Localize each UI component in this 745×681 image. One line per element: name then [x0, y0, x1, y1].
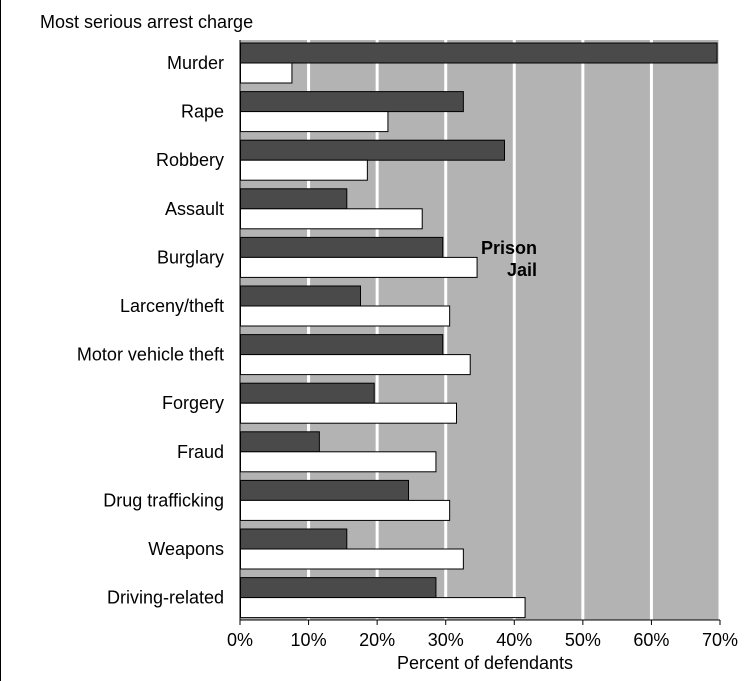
bar-prison-3 — [240, 188, 348, 210]
x-tick-label: 0% — [227, 630, 253, 650]
plot-area — [240, 40, 720, 620]
x-tick-label: 60% — [633, 630, 669, 650]
x-tick-label: 20% — [359, 630, 395, 650]
category-label: Rape — [181, 102, 224, 122]
bar-jail-1 — [240, 111, 389, 133]
bar-jail-2 — [240, 159, 368, 181]
category-label: Murder — [167, 53, 224, 73]
category-label: Weapons — [148, 539, 224, 559]
bar-prison-8 — [240, 431, 320, 453]
bar-prison-5 — [240, 285, 361, 307]
category-label: Driving-related — [107, 588, 224, 608]
bar-jail-10 — [240, 548, 464, 570]
bar-jail-3 — [240, 208, 423, 230]
category-label: Motor vehicle theft — [77, 345, 224, 365]
bar-prison-9 — [240, 479, 409, 501]
bar-jail-11 — [240, 597, 526, 619]
category-label: Robbery — [156, 150, 224, 170]
category-label: Burglary — [157, 247, 224, 267]
x-tick-label: 40% — [496, 630, 532, 650]
category-label: Assault — [165, 199, 224, 219]
bar-jail-0 — [240, 62, 293, 84]
category-label: Drug trafficking — [103, 490, 224, 510]
bars — [240, 42, 718, 619]
bar-prison-6 — [240, 334, 444, 356]
bar-prison-11 — [240, 577, 437, 599]
bar-jail-5 — [240, 305, 451, 327]
chart-title: Most serious arrest charge — [40, 12, 254, 32]
x-tick-label: 50% — [565, 630, 601, 650]
bar-prison-4 — [240, 236, 444, 258]
bar-jail-8 — [240, 451, 437, 473]
x-tick-label: 70% — [702, 630, 738, 650]
gridlines — [307, 40, 722, 620]
bar-prison-0 — [240, 42, 718, 64]
x-axis-label: Percent of defendants — [396, 653, 574, 673]
x-tick-label: 30% — [428, 630, 464, 650]
bar-prison-2 — [240, 139, 505, 161]
bar-prison-10 — [240, 528, 348, 550]
category-label: Forgery — [162, 393, 224, 413]
bar-jail-7 — [240, 402, 457, 424]
bar-jail-6 — [240, 354, 471, 376]
legend-label-prison: Prison — [481, 238, 537, 258]
legend-label-jail: Jail — [507, 260, 537, 280]
x-axis: 0% 10% 20% 30% 40% 50% 60% 70% — [227, 619, 738, 650]
x-tick-label: 10% — [291, 630, 327, 650]
category-label: Larceny/theft — [120, 296, 224, 316]
bar-jail-4 — [240, 256, 478, 278]
bar-prison-7 — [240, 382, 375, 404]
bar-prison-1 — [240, 91, 464, 113]
category-label: Fraud — [177, 442, 224, 462]
y-axis: Murder Rape Robbery Assault Burglary Larceny/… — [77, 40, 241, 620]
bar-jail-9 — [240, 499, 451, 521]
